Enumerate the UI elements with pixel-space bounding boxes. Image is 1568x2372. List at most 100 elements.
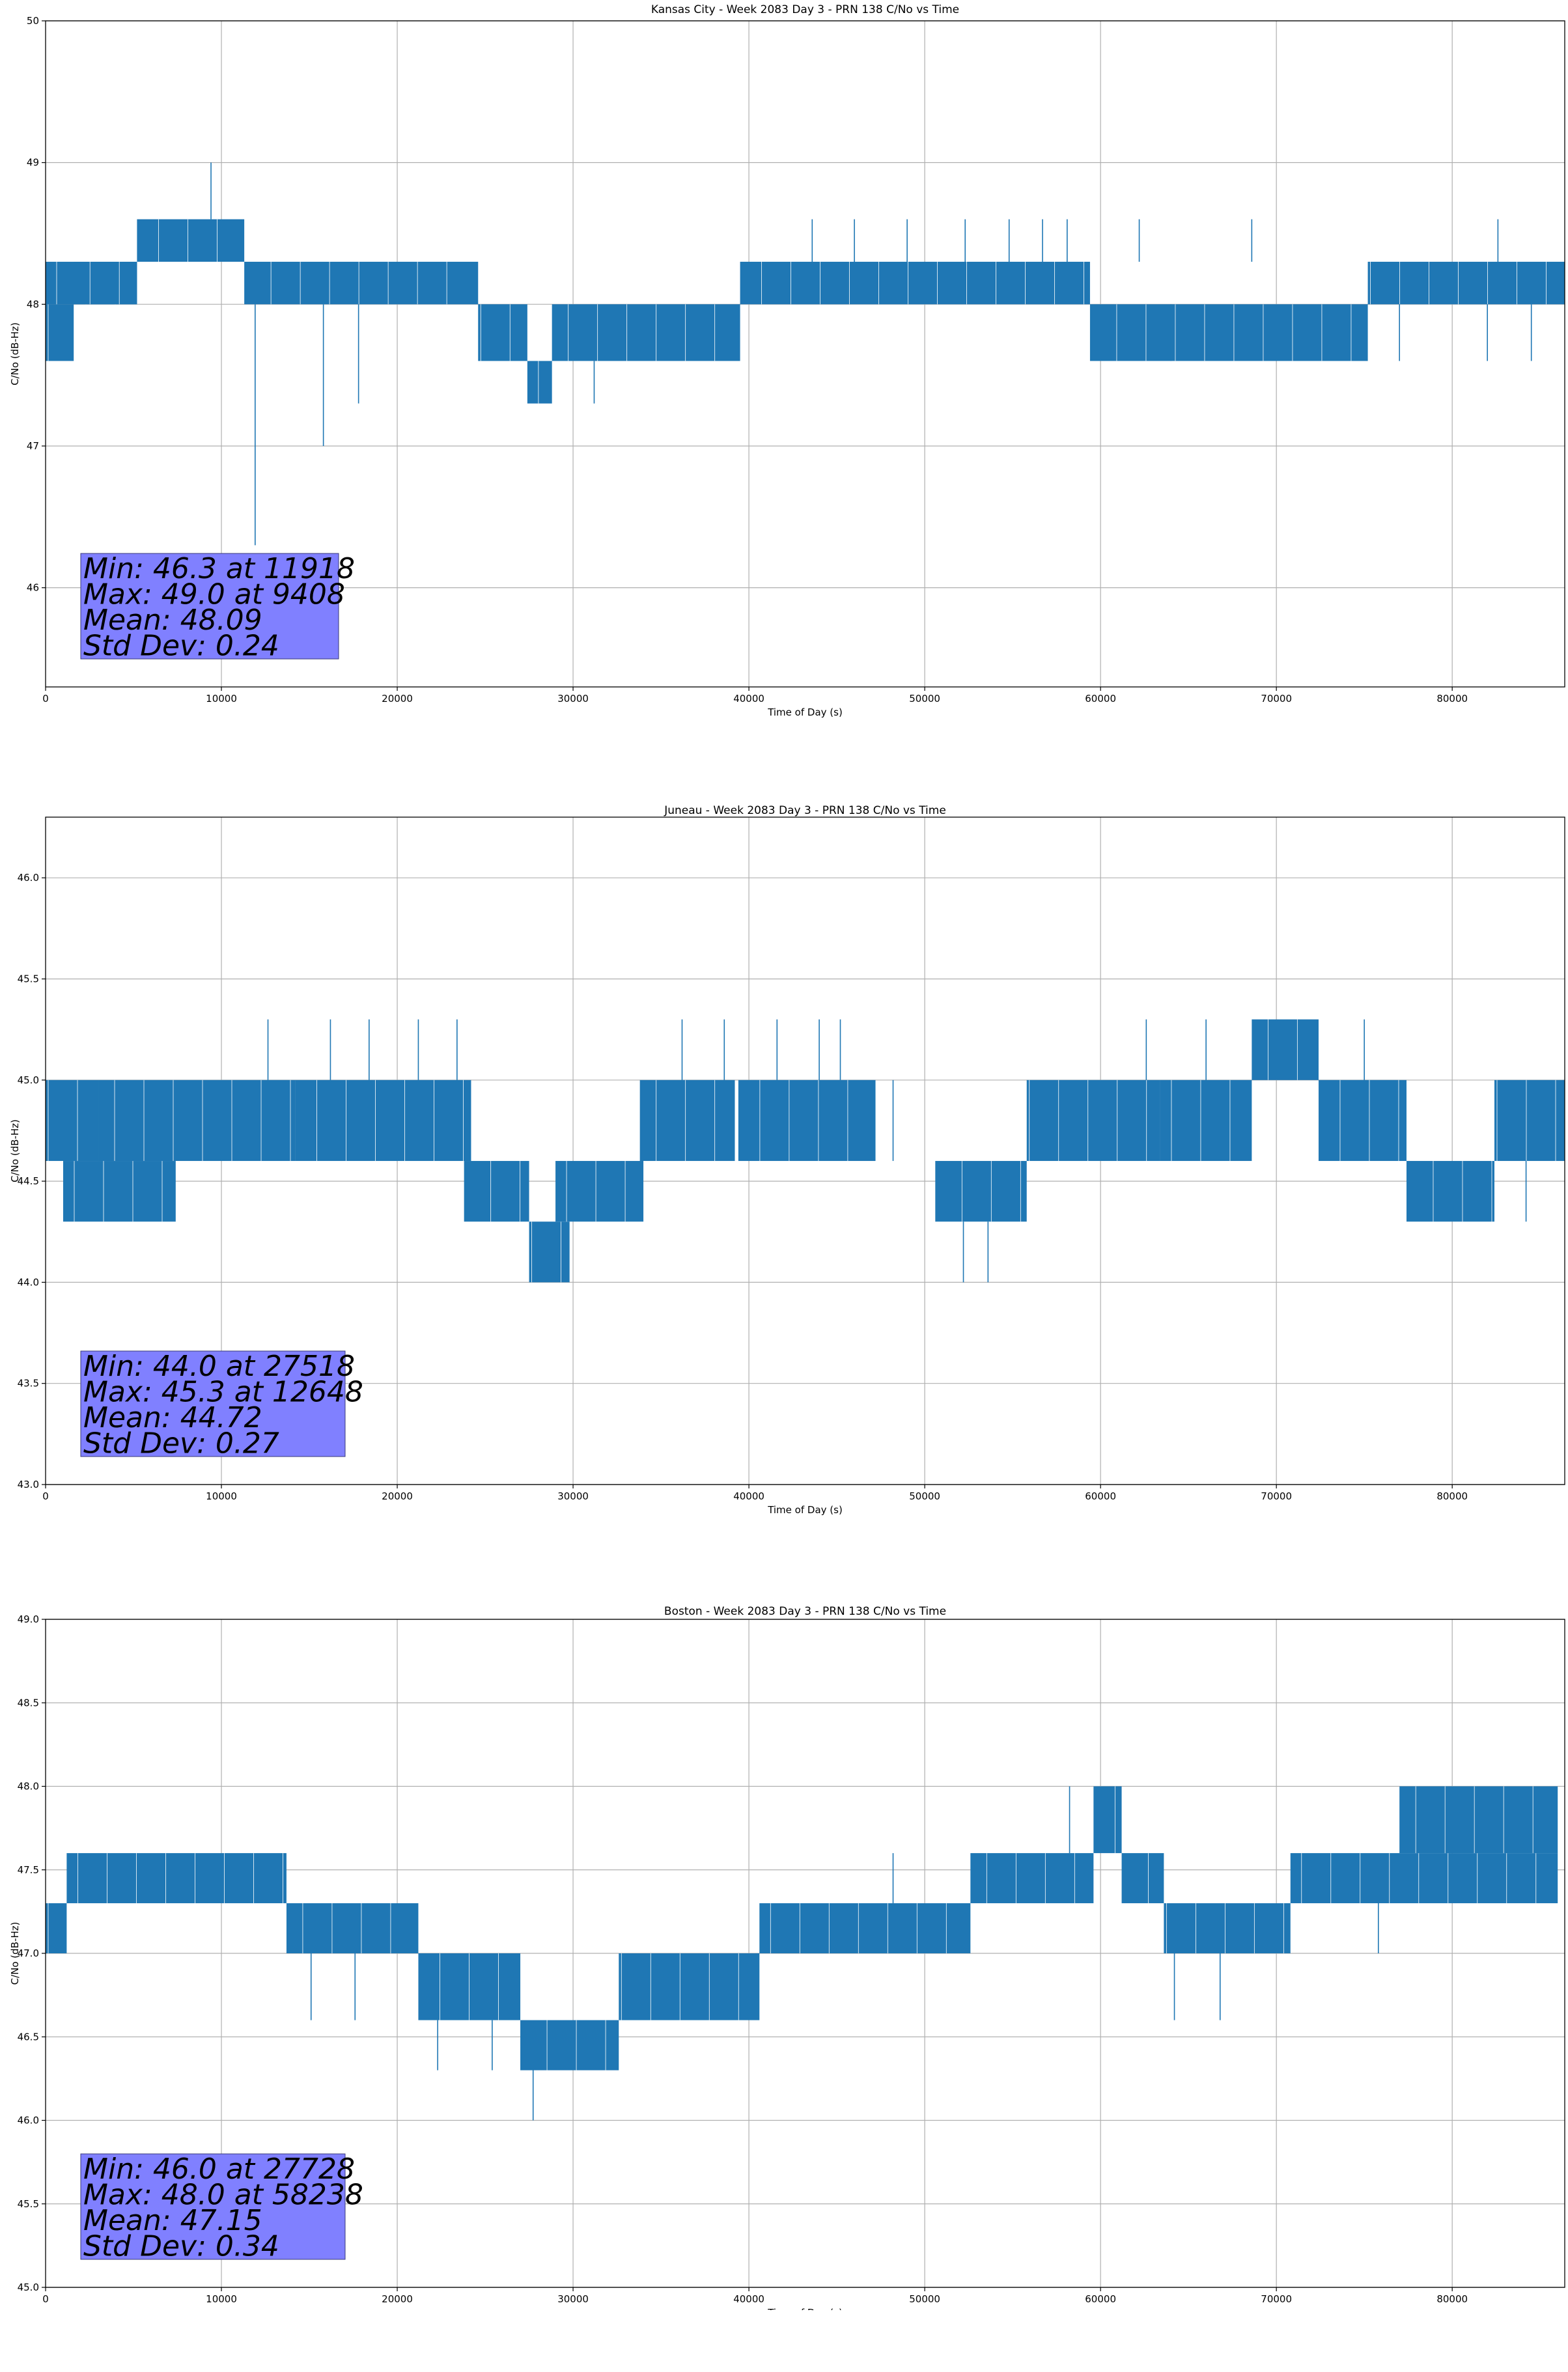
x-tick-label: 20000 <box>382 693 413 705</box>
data-band <box>1252 1019 1319 1080</box>
x-tick-label: 40000 <box>733 2293 764 2305</box>
data-band <box>527 361 552 404</box>
y-tick-label: 46.5 <box>18 2031 39 2043</box>
data-band <box>520 2020 619 2071</box>
data-band <box>1399 1786 1558 1854</box>
chart-title: Kansas City - Week 2083 Day 3 - PRN 138 … <box>651 3 959 16</box>
y-tick-label: 47.5 <box>18 1864 39 1876</box>
data-band <box>738 1080 876 1162</box>
stats-std: Std Dev: 0.34 <box>83 2230 279 2263</box>
data-band <box>1089 304 1368 361</box>
x-tick-label: 70000 <box>1261 2293 1292 2305</box>
x-axis-label: Time of Day (s) <box>767 1504 843 1516</box>
data-band <box>1160 1080 1252 1162</box>
data-band <box>478 304 527 361</box>
stats-mean: Mean: 44.72 <box>83 1401 262 1434</box>
y-tick-label: 50 <box>27 15 39 27</box>
stats-box <box>80 553 339 660</box>
y-axis-label: C/No (dB-Hz) <box>9 1922 21 1985</box>
stats-mean: Mean: 47.15 <box>83 2204 262 2237</box>
x-tick-label: 0 <box>42 1490 49 1502</box>
y-tick-label: 44.5 <box>18 1175 39 1187</box>
y-tick-label: 46.0 <box>18 2115 39 2127</box>
stats-mean: Mean: 48.09 <box>83 604 262 637</box>
data-band <box>555 1161 644 1222</box>
data-band <box>552 304 740 361</box>
chart-title: Boston - Week 2083 Day 3 - PRN 138 C/No … <box>664 1605 946 1618</box>
stats-std: Std Dev: 0.24 <box>83 630 279 663</box>
data-band <box>46 1903 67 1953</box>
y-tick-label: 47.0 <box>18 1947 39 1959</box>
x-tick-label: 60000 <box>1085 2293 1116 2305</box>
data-band <box>63 1161 176 1222</box>
x-tick-label: 80000 <box>1436 1490 1468 1502</box>
data-band <box>740 262 1090 305</box>
y-tick-label: 46 <box>27 582 39 594</box>
chart-boston: Boston - Week 2083 Day 3 - PRN 138 C/No … <box>9 1605 1565 2319</box>
data-band <box>66 1853 287 1904</box>
data-band <box>1121 1853 1164 1904</box>
x-tick-label: 60000 <box>1085 1490 1116 1502</box>
stats-min: Min: 44.0 at 27518 <box>83 1350 355 1383</box>
y-tick-label: 49 <box>27 157 39 169</box>
x-tick-label: 40000 <box>733 1490 764 1502</box>
stats-max: Max: 45.3 at 12648 <box>83 1376 363 1409</box>
chart-title: Juneau - Week 2083 Day 3 - PRN 138 C/No … <box>664 804 946 817</box>
x-tick-label: 70000 <box>1261 693 1292 705</box>
data-band <box>98 1080 296 1162</box>
chart-panel-juneau: Juneau - Week 2083 Day 3 - PRN 138 C/No … <box>0 801 1568 1571</box>
data-band <box>1093 1786 1122 1854</box>
x-tick-label: 20000 <box>382 1490 413 1502</box>
x-tick-label: 50000 <box>909 2293 940 2305</box>
data-band <box>1026 1080 1160 1162</box>
x-axis-label: Time of Day (s) <box>767 2307 843 2310</box>
y-tick-label: 48.0 <box>18 1781 39 1793</box>
stats-std: Std Dev: 0.27 <box>83 1427 279 1460</box>
x-tick-label: 40000 <box>733 693 764 705</box>
x-tick-label: 60000 <box>1085 693 1116 705</box>
chart-panel-kansas-city: Kansas City - Week 2083 Day 3 - PRN 138 … <box>0 0 1568 770</box>
data-band <box>639 1080 735 1162</box>
data-band <box>619 1953 760 2020</box>
data-band <box>74 262 137 305</box>
stats-box <box>80 2153 346 2260</box>
x-tick-label: 50000 <box>909 693 940 705</box>
y-tick-label: 48 <box>27 298 39 310</box>
stats-box <box>80 1350 346 1457</box>
y-tick-label: 49.0 <box>18 1613 39 1625</box>
x-tick-label: 80000 <box>1436 693 1468 705</box>
data-series <box>46 1019 1565 1283</box>
y-tick-label: 47 <box>27 440 39 452</box>
data-band <box>464 1161 529 1222</box>
y-tick-label: 45.5 <box>18 973 39 984</box>
y-axis-label: C/No (dB-Hz) <box>9 322 21 385</box>
x-tick-label: 30000 <box>557 693 589 705</box>
x-tick-label: 10000 <box>206 693 237 705</box>
x-axis-label: Time of Day (s) <box>767 706 843 718</box>
stats-max: Max: 48.0 at 58238 <box>83 2179 363 2212</box>
stats-max: Max: 49.0 at 9408 <box>83 578 345 611</box>
chart-juneau: Juneau - Week 2083 Day 3 - PRN 138 C/No … <box>9 804 1565 1516</box>
x-tick-label: 0 <box>42 693 49 705</box>
data-band <box>295 1080 471 1162</box>
x-tick-label: 30000 <box>557 2293 589 2305</box>
data-band <box>935 1161 1027 1222</box>
data-band <box>1318 1080 1407 1162</box>
x-tick-label: 70000 <box>1261 1490 1292 1502</box>
y-tick-label: 48.5 <box>18 1697 39 1709</box>
data-band <box>1367 262 1565 305</box>
x-tick-label: 10000 <box>206 1490 237 1502</box>
data-band <box>46 1080 99 1162</box>
plot-frame <box>45 20 1565 688</box>
data-band <box>759 1903 971 1953</box>
y-tick-label: 46.0 <box>18 872 39 884</box>
data-band <box>1494 1080 1565 1162</box>
y-axis-label: C/No (dB-Hz) <box>9 1119 21 1182</box>
plot-frame <box>45 816 1565 1485</box>
y-tick-label: 43.0 <box>18 1479 39 1490</box>
stats-min: Min: 46.0 at 27728 <box>83 2153 355 2186</box>
data-band <box>286 1903 419 1953</box>
data-band <box>46 304 74 361</box>
chart-panel-boston: Boston - Week 2083 Day 3 - PRN 138 C/No … <box>0 1602 1568 2372</box>
stats-min: Min: 46.3 at 11918 <box>83 552 355 585</box>
